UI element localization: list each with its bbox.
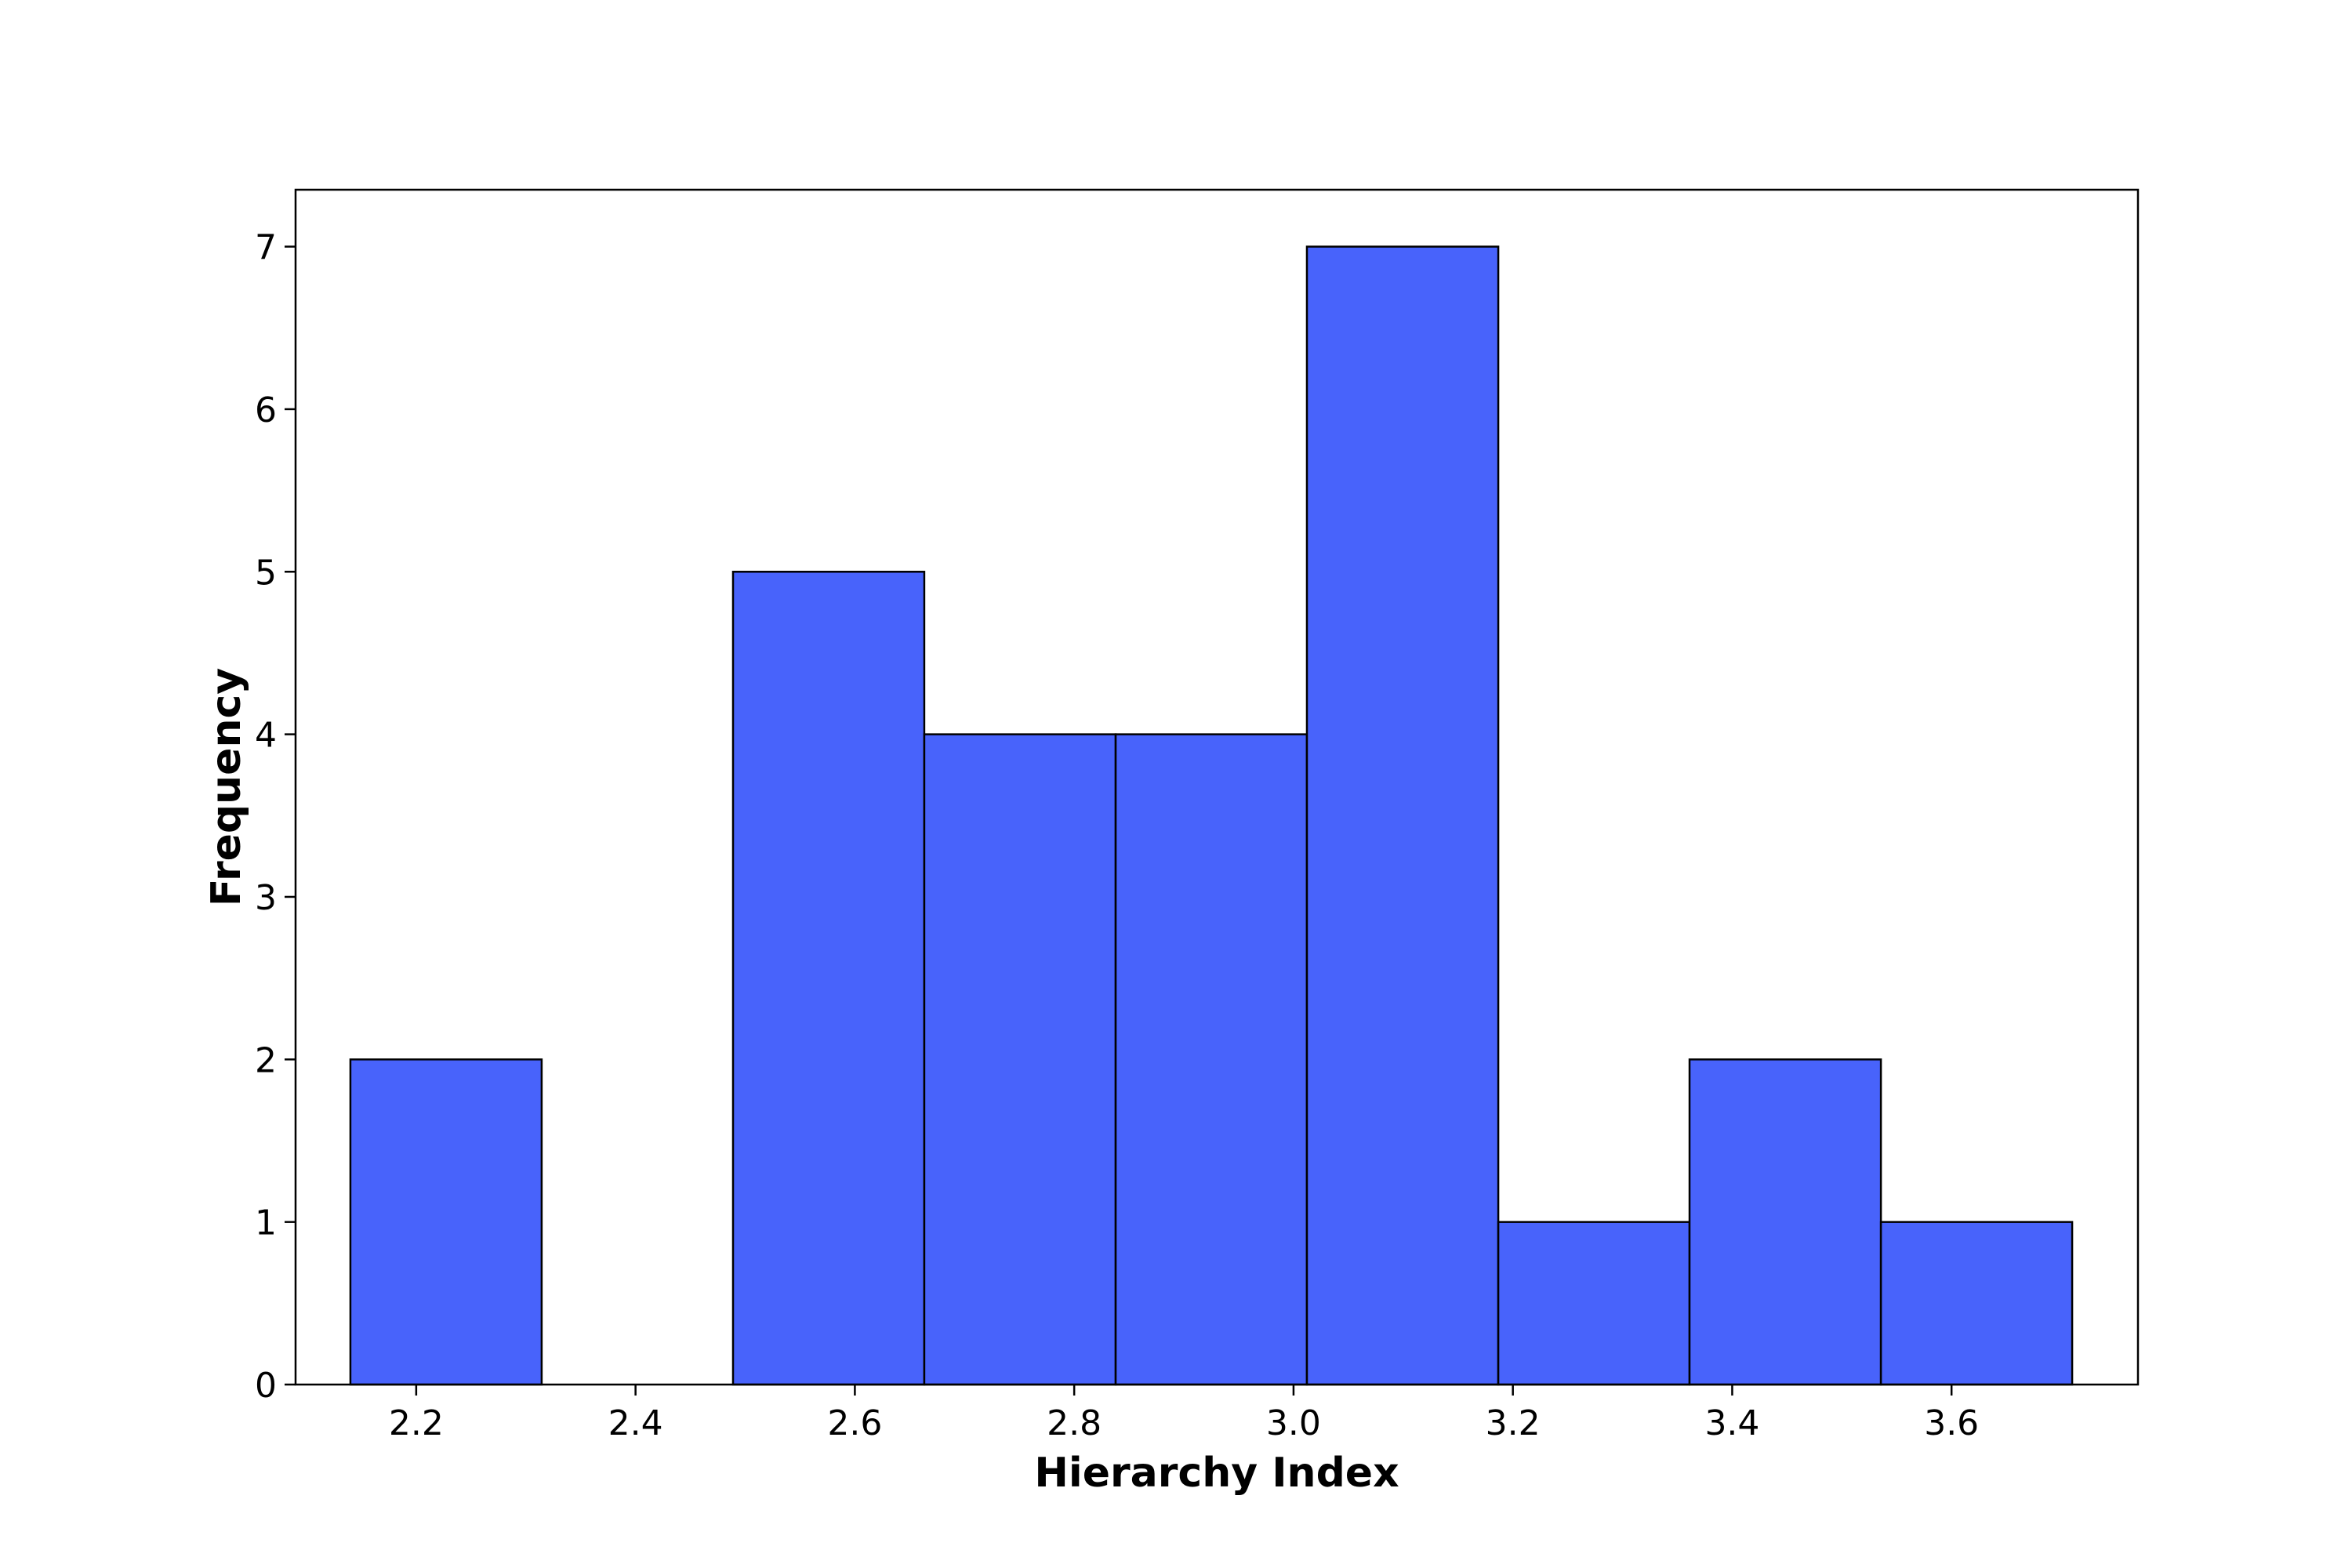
histogram-bar — [349, 1058, 543, 1386]
y-tick-label: 5 — [255, 553, 277, 593]
histogram-bar — [1497, 1221, 1691, 1386]
y-axis-title: Frequency — [203, 668, 250, 906]
y-tick-label: 7 — [255, 228, 277, 268]
histogram-bar — [731, 571, 926, 1386]
x-tick-label: 2.4 — [608, 1403, 663, 1443]
x-tick-label: 3.2 — [1486, 1403, 1541, 1443]
histogram-bar — [1305, 245, 1500, 1386]
y-axis-ticks: 0 1 2 3 4 5 6 7 — [255, 228, 296, 1406]
histogram-bar — [923, 733, 1117, 1386]
histogram-bar — [1688, 1058, 1882, 1386]
x-tick-label: 3.6 — [1924, 1403, 1979, 1443]
y-tick-label: 1 — [255, 1203, 277, 1243]
x-tick-label: 2.8 — [1047, 1403, 1102, 1443]
y-tick-label: 6 — [255, 390, 277, 430]
histogram-bar — [1114, 733, 1308, 1386]
y-tick-label: 3 — [255, 878, 277, 918]
y-tick-label: 0 — [255, 1366, 277, 1406]
x-axis-ticks: 2.2 2.4 2.6 2.8 3.0 3.2 3.4 3.6 — [389, 1385, 1979, 1443]
x-tick-label: 3.4 — [1704, 1403, 1759, 1443]
histogram-bar — [1879, 1221, 2074, 1386]
x-tick-label: 2.2 — [389, 1403, 444, 1443]
plot-area-frame — [294, 188, 2140, 1386]
x-axis-title: Hierarchy Index — [1034, 1450, 1399, 1497]
x-tick-label: 2.6 — [827, 1403, 882, 1443]
y-tick-label: 4 — [255, 716, 277, 756]
x-tick-label: 3.0 — [1266, 1403, 1321, 1443]
bars-group — [349, 245, 2074, 1386]
y-tick-label: 2 — [255, 1040, 277, 1080]
